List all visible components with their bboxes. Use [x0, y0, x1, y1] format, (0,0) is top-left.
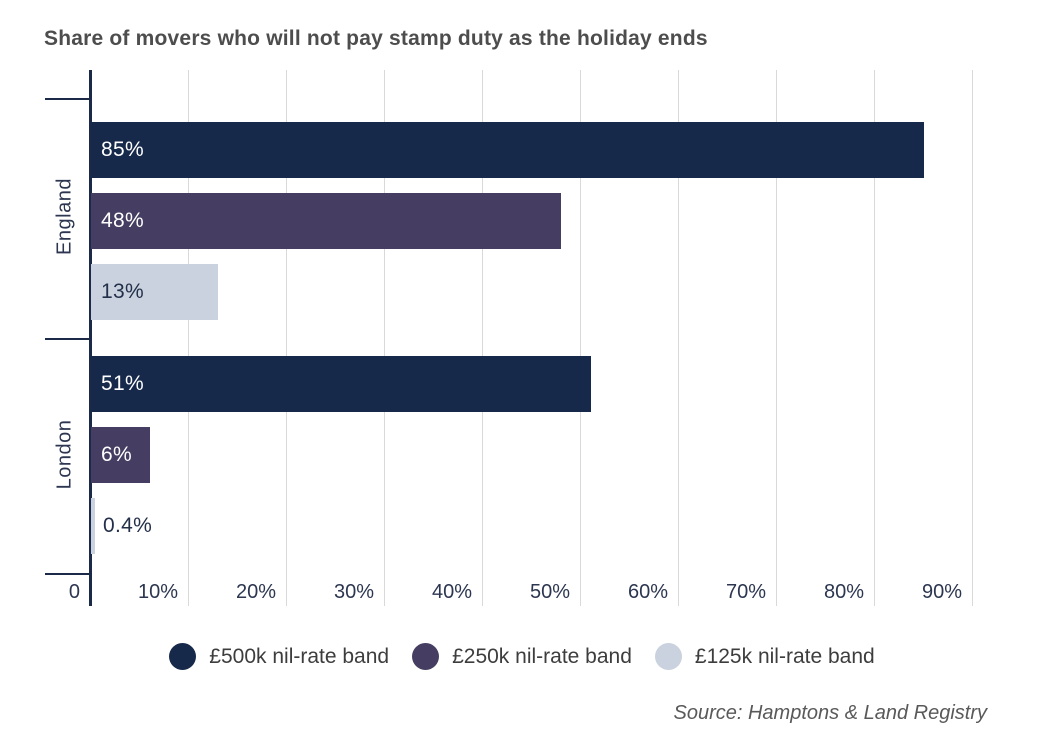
legend-label-125k: £125k nil-rate band: [694, 644, 875, 668]
gridline-10%: [188, 70, 189, 606]
bar-value-label: 51%: [101, 372, 144, 395]
source-note: Source: Hamptons & Land Registry: [673, 702, 988, 724]
group-tick-0: [45, 98, 90, 100]
legend-label-250k: £250k nil-rate band: [452, 644, 632, 668]
y-axis-line: [89, 70, 92, 606]
bar-london-2: 0.4%: [91, 498, 152, 554]
legend-swatch-250k: [412, 643, 440, 670]
bar-value-label: 48%: [101, 209, 144, 232]
legend-item-500k: £500k nil-rate band: [169, 643, 389, 670]
gridline-70%: [776, 70, 777, 606]
bar-london-0: 51%: [91, 356, 591, 412]
bar-value-label: 0.4%: [103, 514, 153, 537]
bar-england-1: 48%: [91, 193, 561, 249]
legend-swatch-500k: [169, 643, 197, 670]
x-axis-label: 0: [68, 581, 80, 603]
x-axis-label: 90%: [921, 581, 962, 603]
gridline-80%: [874, 70, 875, 606]
gridline-50%: [580, 70, 581, 606]
bar-london-1: 6%: [91, 427, 150, 483]
group-tick-1: [45, 338, 90, 340]
x-axis-label: 20%: [235, 581, 276, 603]
bar-value-label: 13%: [101, 280, 144, 303]
group-tick-2: [45, 573, 90, 575]
x-axis-label: 60%: [627, 581, 668, 603]
bar-value-label: 85%: [101, 138, 144, 161]
bar-england-0: 85%: [91, 122, 924, 178]
chart-title: Share of movers who will not pay stamp d…: [44, 27, 708, 50]
bar-england-2: 13%: [91, 264, 218, 320]
legend-item-250k: £250k nil-rate band: [412, 643, 632, 670]
legend: £500k nil-rate band £250k nil-rate band …: [0, 643, 1044, 670]
x-axis-label: 70%: [725, 581, 766, 603]
x-axis-label: 40%: [431, 581, 472, 603]
legend-item-125k: £125k nil-rate band: [654, 643, 875, 670]
category-label-england: England: [53, 178, 76, 255]
x-axis-label: 30%: [333, 581, 374, 603]
gridline-90%: [972, 70, 973, 606]
gridline-40%: [482, 70, 483, 606]
x-axis-label: 10%: [137, 581, 178, 603]
gridline-20%: [286, 70, 287, 606]
gridline-60%: [678, 70, 679, 606]
legend-label-500k: £500k nil-rate band: [209, 644, 390, 668]
x-axis-label: 80%: [823, 581, 864, 603]
gridline-30%: [384, 70, 385, 606]
x-axis-label: 50%: [529, 581, 570, 603]
legend-swatch-125k: [654, 643, 682, 670]
bar-value-label: 6%: [101, 443, 132, 466]
category-label-london: London: [53, 419, 76, 489]
